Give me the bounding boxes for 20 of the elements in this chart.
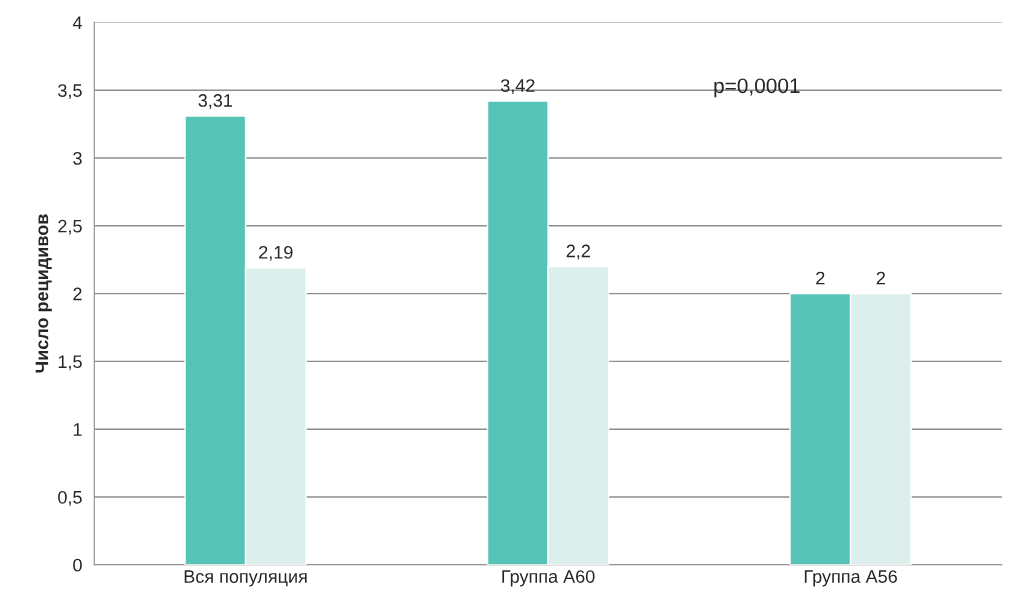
y-tick-label: 0 <box>73 558 82 572</box>
y-tick-label: 3,5 <box>58 84 82 100</box>
x-tick-label: Вся популяция <box>184 570 307 587</box>
y-tick-label: 3 <box>73 151 82 165</box>
y-tick-label: 1,5 <box>58 355 82 371</box>
x-tick-label: Группа А60 <box>502 570 595 587</box>
y-tick-label: 0,5 <box>58 490 82 506</box>
data-label: 2,2 <box>566 244 590 260</box>
data-label: 2,19 <box>259 245 293 261</box>
data-label: 3,31 <box>198 94 232 109</box>
data-label: 2 <box>816 271 825 285</box>
annotation: p=0,0001 <box>714 78 800 98</box>
data-label: 2 <box>876 271 885 285</box>
y-tick-label: 2 <box>73 287 82 301</box>
y-tick-label: 1 <box>73 423 82 436</box>
y-axis-title: Число рецидивов <box>35 214 52 373</box>
x-tick-label: Группа А56 <box>804 570 897 587</box>
y-tick-label: 4 <box>72 16 82 29</box>
y-tick-label: 2,5 <box>58 219 82 235</box>
data-label: 3,42 <box>500 79 535 95</box>
